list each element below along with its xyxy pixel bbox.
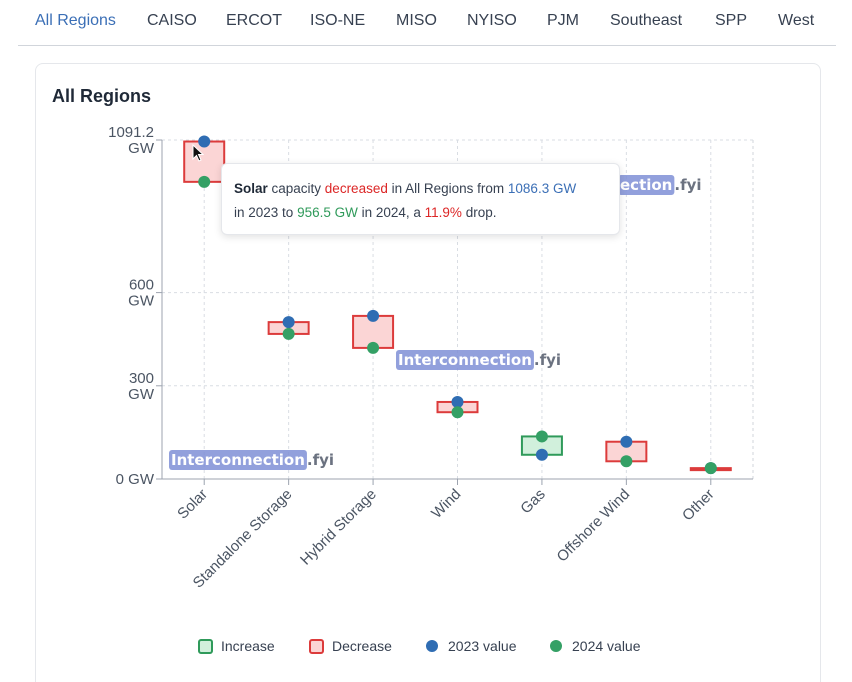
tooltip-direction: decreased: [324, 181, 388, 196]
tooltip-text-4: in 2024, a: [357, 205, 425, 220]
dot-2024: [198, 175, 211, 188]
tooltip-from-value: 1086.3 GW: [507, 181, 577, 196]
tab-spp[interactable]: SPP: [715, 12, 748, 29]
increase-swatch-icon: [198, 638, 213, 654]
dot-2024: [620, 455, 633, 468]
y-tick-label: 1091.2: [108, 124, 154, 141]
tab-nyiso[interactable]: NYISO: [467, 12, 517, 29]
dot-2024: [451, 406, 464, 419]
tooltip-to-value: 956.5 GW: [297, 205, 358, 220]
dot-2023: [367, 309, 380, 322]
y-tick-label: 300: [129, 370, 154, 387]
tab-iso-ne[interactable]: ISO-NE: [310, 12, 366, 29]
change-box: [183, 140, 226, 183]
watermark-part1: ection: [620, 176, 672, 194]
x-tick-label: Solar: [174, 486, 211, 523]
legend-increase-label: Increase: [221, 638, 275, 654]
x-tick-label: Other: [679, 486, 718, 525]
watermark-box: [618, 175, 675, 195]
chart-legend: Increase Decrease 2023 value 2024 value: [0, 638, 852, 658]
x-tick-label: Wind: [428, 486, 464, 522]
x-tick-label: Offshore Wind: [554, 486, 634, 566]
dot-2024-icon: [550, 640, 562, 652]
tooltip-text-3: in 2023 to: [234, 205, 298, 220]
tab-southeast[interactable]: Southeast: [610, 12, 683, 29]
watermark-part2: .fyi: [674, 176, 701, 194]
tab-all-regions[interactable]: All Regions: [35, 12, 116, 29]
tooltip-text-5: drop.: [461, 205, 497, 220]
tab-ercot[interactable]: ERCOT: [226, 12, 282, 29]
decrease-swatch-icon: [309, 638, 324, 654]
dot-2023: [535, 448, 548, 461]
mouse-pointer-icon: [192, 144, 204, 162]
y-tick-label: 600: [129, 277, 154, 294]
x-tick-label: Hybrid Storage: [297, 486, 380, 569]
y-tick-label: 0 GW: [116, 471, 155, 488]
tab-miso[interactable]: MISO: [396, 12, 437, 29]
chart-tooltip: Solar capacity decreased in All Regions …: [221, 163, 620, 235]
dot-2024: [704, 462, 717, 475]
dot-2023: [282, 316, 295, 329]
legend-increase[interactable]: Increase: [198, 638, 275, 654]
legend-2024[interactable]: 2024 value: [550, 638, 641, 654]
y-tick-unit: GW: [128, 140, 155, 157]
card-title: All Regions: [52, 86, 152, 106]
tooltip-text-1: capacity: [267, 181, 325, 196]
watermark-part1: Interconnection: [398, 351, 532, 369]
legend-decrease-label: Decrease: [332, 638, 392, 654]
tab-west[interactable]: West: [778, 12, 815, 29]
x-tick-label: Gas: [517, 486, 548, 517]
dot-2023: [451, 395, 464, 408]
dot-2023: [620, 435, 633, 448]
legend-2023[interactable]: 2023 value: [426, 638, 517, 654]
legend-2024-label: 2024 value: [572, 638, 641, 654]
tooltip-pct: 11.9%: [424, 205, 462, 220]
y-tick-unit: GW: [128, 293, 155, 310]
tooltip-text-2: in All Regions from: [387, 181, 508, 196]
legend-decrease[interactable]: Decrease: [309, 638, 392, 654]
tooltip-fuel: Solar: [234, 181, 268, 196]
watermark-box: [169, 450, 307, 470]
y-tick-unit: GW: [128, 386, 155, 403]
dot-2024: [367, 341, 380, 354]
legend-2023-label: 2023 value: [448, 638, 517, 654]
watermark-part2: .fyi: [307, 451, 334, 469]
watermark-part2: .fyi: [534, 351, 561, 369]
dot-2024: [535, 430, 548, 443]
watermark-top: ection .fyi: [618, 175, 702, 195]
watermark-bottom: Interconnection .fyi: [169, 450, 334, 470]
region-tabs: All Regions CAISO ERCOT ISO-NE MISO NYISO PJM S…: [18, 0, 836, 46]
dot-2023-icon: [426, 640, 438, 652]
tab-caiso[interactable]: CAISO: [147, 12, 197, 29]
dot-2023: [198, 135, 211, 148]
watermark-box: [396, 350, 534, 370]
watermark-middle: Interconnection .fyi: [396, 350, 561, 370]
watermark-part1: Interconnection: [171, 451, 305, 469]
tab-pjm[interactable]: PJM: [547, 12, 579, 29]
dot-2024: [282, 327, 295, 340]
